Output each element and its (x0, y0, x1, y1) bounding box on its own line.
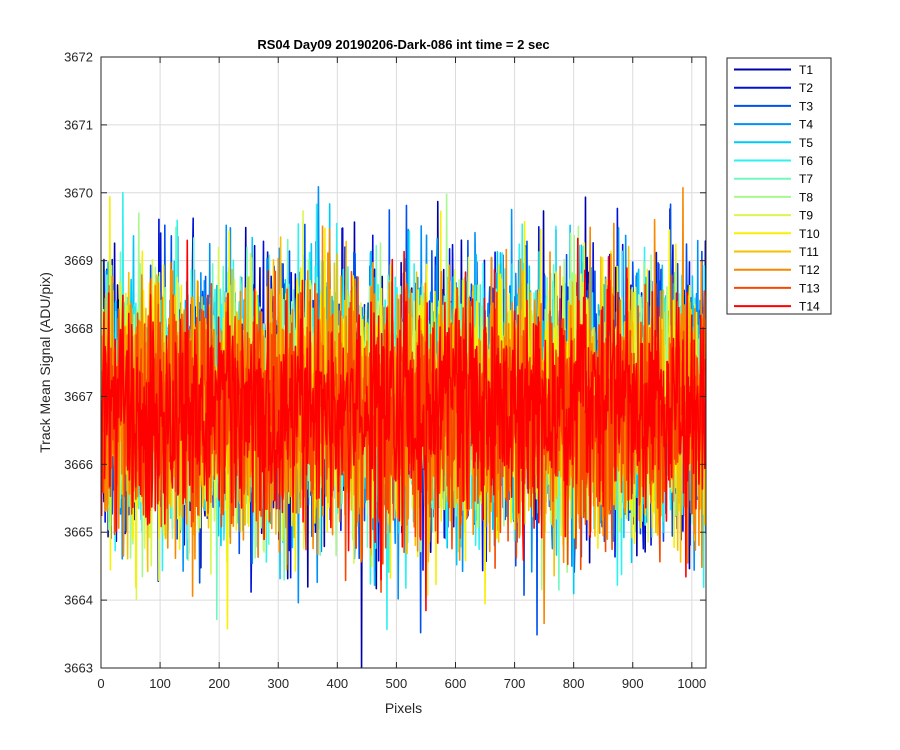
x-tick-label: 600 (445, 676, 467, 691)
y-tick-label: 3663 (64, 661, 93, 676)
x-tick-label: 900 (622, 676, 644, 691)
legend-label-t14: T14 (799, 300, 820, 314)
chart-title: RS04 Day09 20190206-Dark-086 int time = … (257, 37, 549, 52)
y-tick-label: 3669 (64, 253, 93, 268)
y-axis-label: Track Mean Signal (ADU/pix) (37, 272, 53, 453)
x-axis-ticks: 0 100 200 300 400 500 600 700 800 900 1000 (97, 57, 706, 691)
legend-label-t1: T1 (799, 63, 813, 77)
legend-label-t8: T8 (799, 190, 813, 204)
y-tick-label: 3664 (64, 593, 93, 608)
x-tick-label: 400 (326, 676, 348, 691)
y-tick-label: 3665 (64, 525, 93, 540)
legend: T1 T2 T3 T4 T5 T6 T7 T8 T9 T10 T11 T12 T13 T14 (726, 57, 832, 315)
axes-box (100, 56, 707, 669)
x-tick-label: 1000 (677, 676, 706, 691)
x-tick-label: 300 (267, 676, 289, 691)
y-tick-label: 3671 (64, 117, 93, 132)
series-lines (101, 185, 706, 668)
legend-label-t7: T7 (799, 172, 813, 186)
legend-items: T1 T2 T3 T4 T5 T6 T7 T8 T9 T10 T11 T12 T13 T14 (734, 63, 820, 314)
legend-label-t12: T12 (799, 263, 820, 277)
y-tick-label: 3668 (64, 321, 93, 336)
legend-label-t11: T11 (799, 245, 819, 259)
legend-label-t2: T2 (799, 81, 813, 95)
y-tick-label: 3672 (64, 50, 93, 65)
legend-box (726, 57, 832, 315)
x-tick-label: 700 (504, 676, 526, 691)
y-axis-ticks: 3663 3664 3665 3666 3667 3668 3669 3670 3671 3672 (64, 50, 706, 676)
series-line-t14 (101, 237, 706, 612)
x-tick-label: 800 (563, 676, 585, 691)
y-tick-label: 3666 (64, 457, 93, 472)
legend-label-t9: T9 (799, 209, 813, 223)
y-tick-label: 3670 (64, 185, 93, 200)
legend-label-t13: T13 (799, 281, 820, 295)
x-tick-label: 500 (386, 676, 408, 691)
x-tick-label: 0 (97, 676, 104, 691)
x-tick-label: 100 (149, 676, 171, 691)
legend-label-t4: T4 (799, 118, 813, 132)
legend-label-t6: T6 (799, 154, 813, 168)
x-axis-label: Pixels (385, 700, 422, 716)
legend-label-t10: T10 (799, 227, 820, 241)
x-tick-label: 200 (208, 676, 230, 691)
legend-label-t3: T3 (799, 99, 813, 113)
legend-label-t5: T5 (799, 136, 813, 150)
y-tick-label: 3667 (64, 389, 93, 404)
